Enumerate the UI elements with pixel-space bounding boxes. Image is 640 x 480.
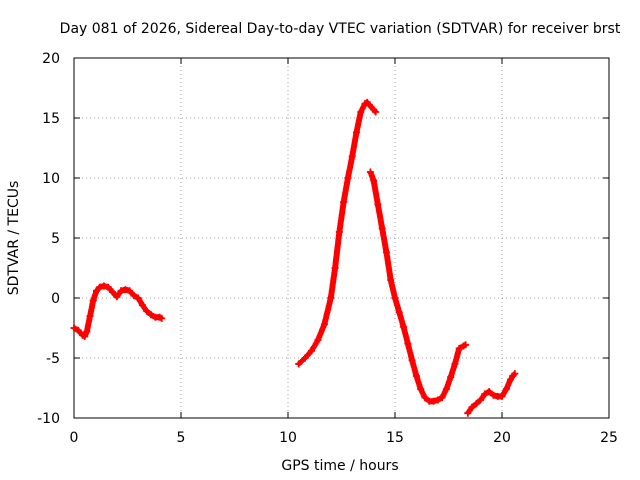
series-1 xyxy=(70,282,166,340)
data-point xyxy=(130,292,138,300)
data-point xyxy=(147,311,155,319)
data-point xyxy=(489,391,497,399)
grid-lines xyxy=(74,58,609,418)
data-point xyxy=(314,336,322,344)
data-point xyxy=(295,360,303,368)
y-tick-labels: -10 -5 0 5 10 15 20 xyxy=(37,51,60,427)
x-tick-label: 10 xyxy=(279,430,297,446)
data-point xyxy=(370,176,378,184)
data-point xyxy=(352,128,360,136)
data-point xyxy=(438,394,446,402)
data-point xyxy=(96,283,104,291)
data-point xyxy=(372,108,380,116)
data-point xyxy=(412,372,420,380)
data-point xyxy=(365,101,373,109)
axis-ticks xyxy=(73,57,610,419)
x-tick-label: 0 xyxy=(70,430,79,446)
data-point xyxy=(70,324,78,332)
data-point xyxy=(320,320,328,328)
data-point xyxy=(417,385,425,393)
data-point xyxy=(81,332,89,340)
data-point xyxy=(83,328,91,336)
data-point xyxy=(395,308,403,316)
data-point xyxy=(348,152,356,160)
x-tick-label: 5 xyxy=(177,430,186,446)
data-point xyxy=(391,294,399,302)
data-point xyxy=(340,198,348,206)
data-point xyxy=(382,248,390,256)
x-tick-label: 25 xyxy=(600,430,618,446)
data-point xyxy=(481,390,489,398)
data-point xyxy=(378,224,386,232)
data-point xyxy=(327,294,335,302)
data-point xyxy=(507,376,515,384)
data-point xyxy=(104,283,112,291)
data-point xyxy=(158,314,166,322)
data-point xyxy=(138,301,146,309)
data-point xyxy=(143,307,151,315)
y-tick-label: 0 xyxy=(51,291,60,307)
data-point xyxy=(113,293,121,301)
y-tick-label: -10 xyxy=(37,411,60,427)
data-point xyxy=(121,286,129,294)
y-tick-label: 10 xyxy=(42,171,60,187)
data-point xyxy=(451,360,459,368)
series-3 xyxy=(366,168,470,405)
y-tick-label: 15 xyxy=(42,111,60,127)
y-tick-label: 5 xyxy=(51,231,60,247)
y-tick-label: -5 xyxy=(46,351,60,367)
data-point xyxy=(455,344,463,352)
data-point xyxy=(442,385,450,393)
data-point xyxy=(374,200,382,208)
data-point xyxy=(511,370,519,378)
data-point xyxy=(464,409,472,417)
data-point xyxy=(434,396,442,404)
data-point xyxy=(477,396,485,404)
data-point xyxy=(92,287,100,295)
data-point xyxy=(308,347,316,355)
data-point xyxy=(430,397,438,405)
data-point xyxy=(335,228,343,236)
data-point xyxy=(89,296,97,304)
data-point xyxy=(109,288,117,296)
data-point xyxy=(468,403,476,411)
x-tick-label: 20 xyxy=(493,430,511,446)
data-point xyxy=(404,340,412,348)
data-point xyxy=(447,373,455,381)
series-4 xyxy=(464,370,519,417)
data-point xyxy=(331,264,339,272)
data-point xyxy=(134,294,142,302)
data-series xyxy=(70,98,519,417)
data-point xyxy=(462,341,470,349)
data-point xyxy=(421,394,429,402)
data-point xyxy=(366,168,374,176)
y-tick-label: 20 xyxy=(42,51,60,67)
x-tick-labels: 0 5 10 15 20 25 xyxy=(70,430,618,446)
y-axis-label: SDTVAR / TECUs xyxy=(6,181,22,296)
x-tick-label: 15 xyxy=(386,430,404,446)
data-point xyxy=(357,108,365,116)
series-2 xyxy=(295,98,380,368)
chart-title: Day 081 of 2026, Sidereal Day-to-day VTE… xyxy=(60,21,621,37)
data-point xyxy=(86,312,94,320)
data-point xyxy=(117,287,125,295)
series-trace xyxy=(295,99,378,367)
data-point xyxy=(344,174,352,182)
data-point xyxy=(498,392,506,400)
series-trace xyxy=(367,169,468,405)
x-axis-label: GPS time / hours xyxy=(281,458,398,474)
data-point xyxy=(408,356,416,364)
data-point xyxy=(301,354,309,362)
data-point xyxy=(387,276,395,284)
data-point xyxy=(126,287,134,295)
data-point xyxy=(400,323,408,331)
data-point xyxy=(485,388,493,396)
data-point xyxy=(74,326,82,334)
data-point xyxy=(100,282,108,290)
data-point xyxy=(472,400,480,408)
data-point xyxy=(502,385,510,393)
